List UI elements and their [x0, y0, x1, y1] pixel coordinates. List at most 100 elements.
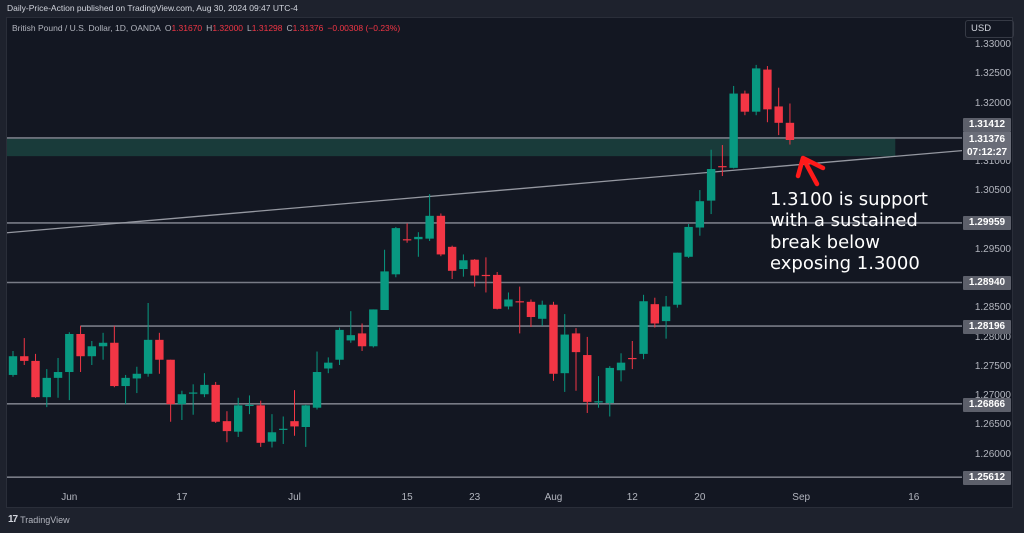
candle	[324, 357, 333, 374]
candle	[729, 85, 738, 169]
low-value: L 1.31298	[247, 23, 283, 33]
candle-body	[402, 239, 412, 241]
current-price-label: 1.31376 07:12:27	[963, 132, 1011, 160]
candle-body	[538, 304, 547, 319]
currency-button[interactable]: USD	[965, 20, 1014, 38]
candle	[234, 397, 243, 437]
change-value: −0.00308 (−0.23%)	[327, 23, 401, 33]
tradingview-watermark[interactable]: 17 TradingView	[8, 514, 70, 525]
candle-body	[459, 260, 468, 270]
candle-body	[346, 335, 355, 341]
candle	[785, 103, 795, 145]
candle-body	[560, 334, 569, 374]
candle	[279, 416, 288, 444]
price-tick-label: 1.29500	[974, 243, 1011, 255]
symbol-title: British Pound / U.S. Dollar, 1D, OANDA	[12, 23, 161, 33]
candle-body	[718, 166, 727, 168]
candle	[65, 332, 74, 401]
candle-body	[98, 342, 108, 347]
price-tick-label: 1.31000	[974, 156, 1011, 167]
candle-body	[425, 215, 434, 239]
price-tick-label: 1.27000	[974, 390, 1011, 401]
candle-body	[470, 259, 479, 276]
candle-body	[616, 362, 626, 371]
candle	[414, 232, 423, 257]
candle	[391, 226, 401, 278]
candle	[706, 149, 716, 215]
chart-panel[interactable]	[6, 17, 1013, 508]
candle-body	[234, 405, 243, 432]
level-price-label: 1.26866	[963, 398, 1011, 412]
candle-body	[20, 356, 29, 361]
candle	[110, 325, 119, 388]
candle	[98, 332, 108, 360]
time-tick-label: 16	[908, 492, 920, 503]
candle	[436, 213, 446, 257]
price-tick-label: 1.33000	[974, 39, 1011, 50]
candle-body	[53, 372, 63, 378]
candle-body	[369, 309, 378, 347]
candle	[447, 245, 457, 279]
candle	[751, 64, 761, 116]
candle	[616, 353, 626, 382]
close-value: C 1.31376	[286, 23, 324, 33]
open-value: O 1.31670	[164, 23, 203, 33]
candle	[369, 309, 378, 348]
level-price-label: 1.28940	[963, 276, 1011, 290]
candle-body	[177, 394, 187, 405]
candle	[628, 341, 637, 370]
candle	[121, 374, 130, 405]
candle-body	[650, 304, 660, 324]
candle	[673, 252, 682, 308]
candle-body	[245, 404, 254, 406]
price-tick-label: 1.32500	[974, 68, 1011, 80]
candle-body	[357, 333, 367, 347]
candle-body	[335, 329, 344, 360]
candle	[684, 224, 693, 258]
candle-body	[211, 384, 220, 422]
candle-body	[267, 432, 277, 442]
candle	[515, 286, 524, 334]
candle	[76, 325, 85, 373]
candle-body	[751, 68, 761, 112]
candle-body	[188, 392, 198, 394]
candle	[312, 351, 322, 410]
symbol-legend[interactable]: British Pound / U.S. Dollar, 1D, OANDA O…	[12, 22, 400, 34]
candle-body	[436, 215, 446, 255]
annotation-line: with a sustained	[770, 210, 918, 232]
candle-body	[661, 306, 671, 322]
candle	[177, 390, 187, 420]
candle-body	[121, 377, 130, 387]
candle-body	[301, 405, 310, 428]
watermark-text: TradingView	[20, 514, 70, 525]
candle	[188, 384, 198, 415]
candle-body	[155, 339, 164, 360]
candle-body	[504, 299, 513, 307]
candle-body	[673, 252, 682, 305]
time-tick-label: Jul	[288, 492, 301, 503]
candle	[583, 336, 592, 413]
candle	[155, 332, 164, 374]
candle	[290, 390, 299, 436]
candle-body	[481, 274, 491, 277]
candle	[470, 259, 479, 287]
level-price-label: 1.31412	[963, 118, 1011, 132]
candle-body	[785, 122, 795, 141]
support-zone	[7, 137, 896, 157]
candle-body	[290, 421, 299, 427]
candle	[718, 145, 727, 177]
candle	[763, 66, 772, 123]
candle	[526, 299, 536, 327]
candle	[492, 271, 502, 310]
candle-body	[143, 339, 153, 374]
candle	[143, 302, 153, 377]
candle	[267, 414, 277, 448]
candle-body	[605, 367, 614, 404]
candle-body	[42, 377, 51, 398]
candle-body	[380, 271, 389, 311]
price-tick-label: 1.32000	[974, 97, 1011, 109]
candle	[8, 350, 18, 377]
annotation-layer	[795, 155, 826, 187]
time-tick-label: 23	[469, 492, 481, 503]
